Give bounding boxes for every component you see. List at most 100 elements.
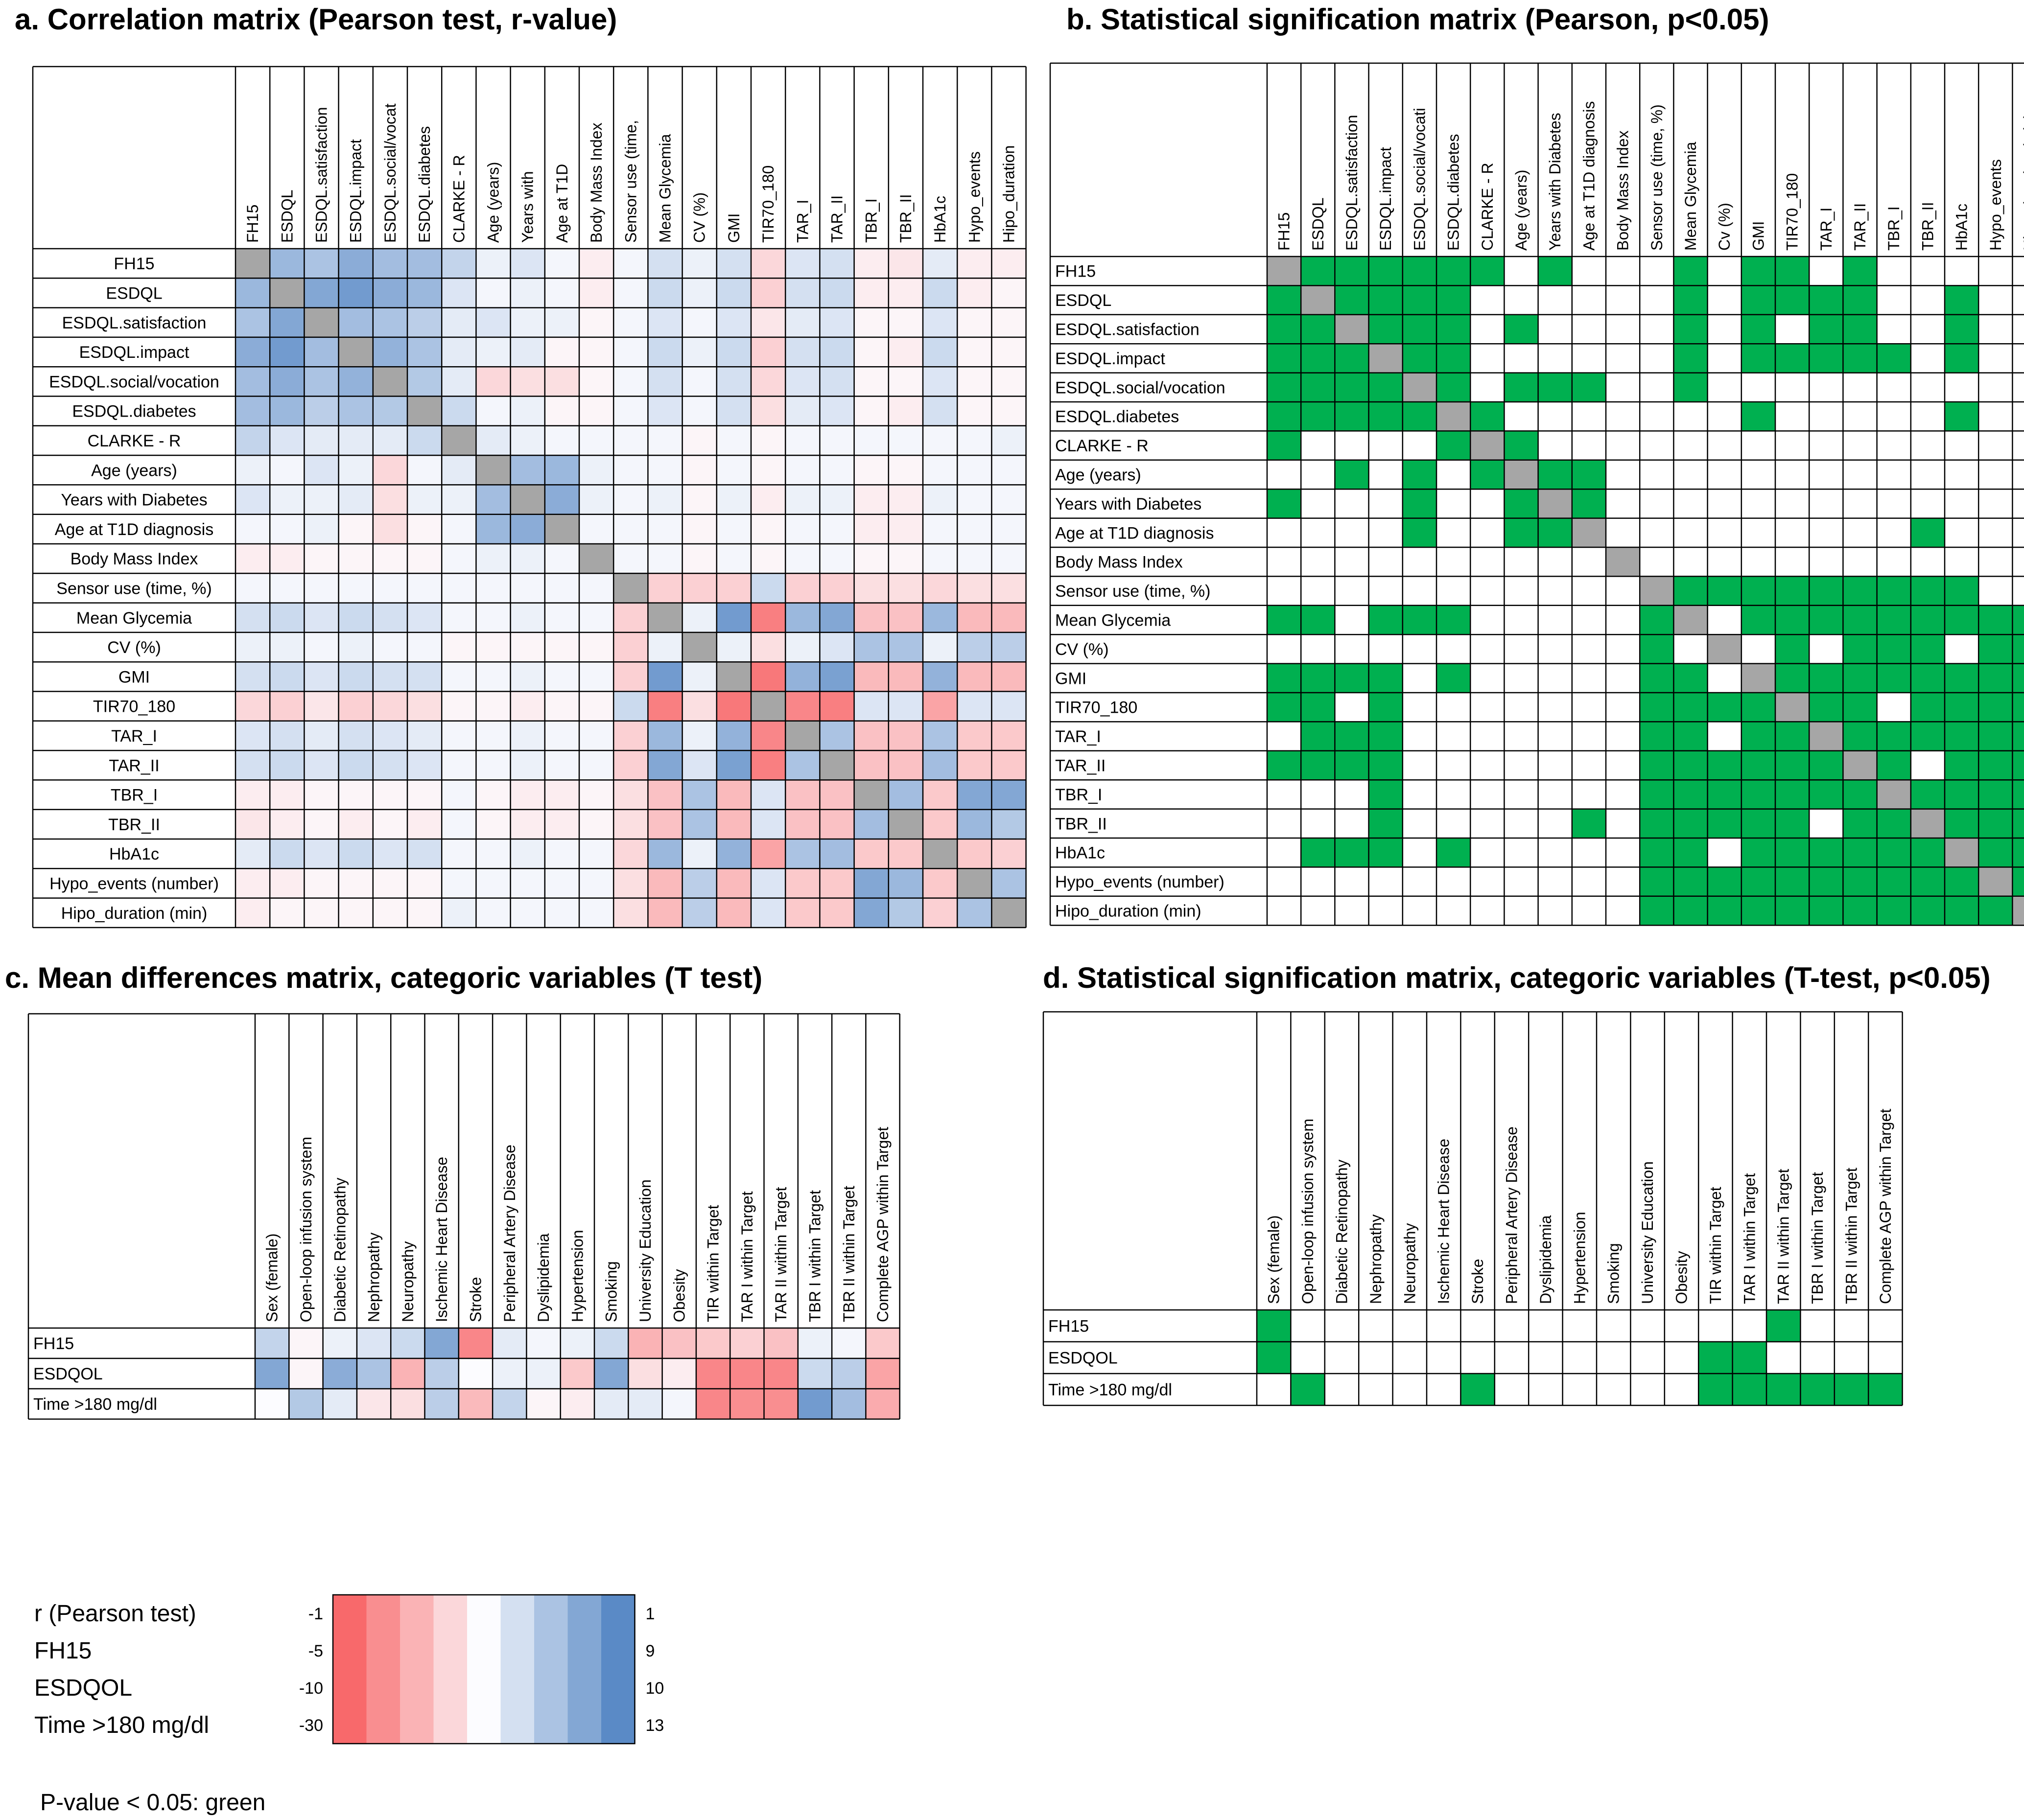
a-cell-sensor-use-time-esdql-social-vocat: [373, 573, 407, 603]
a-cell-tir70-180-body-mass-index: [579, 691, 614, 721]
a-cell-esdql-social-vocation-hba1c: [923, 367, 958, 397]
a-cell-tir70-180-esdql-social-vocat: [373, 691, 407, 721]
d-cell-esdqol-obesity: [1664, 1342, 1699, 1374]
d-cell-time-180-mg-dl-peripheral-artery-disease: [1494, 1374, 1529, 1405]
b-cell-fh15-mean-glycemia: [1673, 257, 1708, 286]
a-cell-esdql-satisfaction-gmi: [716, 307, 751, 337]
c-cell-time-180-mg-dl-hypertension: [560, 1389, 594, 1419]
a-cell-cv-age-at-t1d: [544, 632, 579, 662]
b-col-label-age-at-t1d-diagnosis: Age at T1D diagnosis: [1580, 101, 1598, 251]
b-cell-esdql-mean-glycemia: [1673, 285, 1708, 315]
b-cell-gmi-age-at-t1d-diagnosis: [1572, 663, 1606, 693]
b-row-label-tbr-i: TBR_I: [1055, 786, 1102, 804]
color-legend: r (Pearson test) -1 1 FH15 -5 9 ESDQOL -10 10 Tim…: [34, 1594, 664, 1816]
a-cell-cv-mean-glycemia: [648, 632, 683, 662]
a-cell-tbr-ii-gmi: [716, 809, 751, 839]
a-cell-tar-ii-clarke-r: [442, 750, 476, 780]
a-cell-esdql-cv: [682, 278, 717, 308]
b-cell-mean-glycemia-hipo-duration-min: [2012, 605, 2024, 635]
a-cell-hba1c-tar-i: [785, 839, 820, 869]
a-col-label-fh15: FH15: [244, 205, 261, 243]
b-cell-cv-hypo-events: [1978, 634, 2013, 664]
b-cell-tbr-i-hipo-duration-min: [2012, 780, 2024, 809]
d-col-label-tbr-ii-within-target: TBR II within Target: [1843, 1167, 1860, 1304]
c-cell-fh15-university-education: [628, 1328, 662, 1358]
a-cell-mean-glycemia-hba1c: [923, 603, 958, 632]
c-col-label-diabetic-retinopathy: Diabetic Retinopathy: [331, 1178, 349, 1322]
b-cell-age-years-esdql-diabetes: [1436, 460, 1471, 490]
a-cell-hypo-events-number-esdql: [270, 868, 305, 898]
categoric-significance-matrix: FH15 ESDQOL Time >180 mg/dl Sex (female) Ope…: [1042, 1011, 1903, 1406]
a-cell-tbr-ii-esdql-social-vocat: [373, 809, 407, 839]
a-cell-esdql-social-vocation-tir70-180: [751, 367, 786, 397]
a-cell-years-with-diabetes-esdql-social-vocat: [373, 485, 407, 514]
a-cell-tbr-ii-mean-glycemia: [648, 809, 683, 839]
a-cell-fh15-cv: [682, 249, 717, 279]
b-cell-sensor-use-time-esdql-diabetes: [1436, 576, 1471, 606]
a-cell-hipo-duration-min-fh15: [235, 898, 270, 928]
b-cell-tar-i-gmi: [1741, 722, 1775, 751]
a-cell-tir70-180-age-years: [476, 691, 511, 721]
a-cell-esdql-diabetes-esdql-satisfaction: [304, 396, 339, 426]
d-col-label-peripheral-artery-disease: Peripheral Artery Disease: [1503, 1126, 1521, 1304]
c-cell-fh15-tbr-ii-within-target: [832, 1328, 866, 1358]
b-cell-esdql-satisfaction-years-with-diabetes: [1538, 314, 1572, 344]
b-cell-clarke-r-tir70-180: [1775, 431, 1810, 460]
a-cell-tir70-180-tbr-i: [854, 691, 889, 721]
b-cell-age-at-t1d-diagnosis-sensor-use-time: [1640, 518, 1674, 547]
a-cell-hypo-events-number-tar-i: [785, 868, 820, 898]
a-cell-esdql-diabetes-mean-glycemia: [648, 396, 683, 426]
b-cell-tar-i-cv: [1707, 722, 1742, 751]
b-cell-fh15-tbr-i: [1877, 257, 1911, 286]
a-cell-fh15-sensor-use-time: [613, 249, 648, 279]
b-cell-hba1c-tbr-i: [1877, 838, 1911, 867]
a-cell-sensor-use-time-fh15: [235, 573, 270, 603]
legend-max-esdqol: 10: [646, 1679, 664, 1698]
b-cell-hipo-duration-min-years-with-diabetes: [1538, 896, 1572, 926]
a-cell-mean-glycemia-esdql-impact: [338, 603, 373, 632]
b-cell-esdql-satisfaction-tbr-i: [1877, 314, 1911, 344]
d-cell-fh15-open-loop-infusion-system: [1291, 1310, 1325, 1342]
b-cell-years-with-diabetes-esdql-impact: [1368, 489, 1403, 518]
b-cell-clarke-r-age-years: [1504, 431, 1538, 460]
a-cell-esdql-social-vocation-sensor-use-time: [613, 367, 648, 397]
a-cell-tar-ii-esdql-satisfaction: [304, 750, 339, 780]
b-cell-fh15-esdql-impact: [1368, 257, 1403, 286]
a-cell-gmi-esdql-impact: [338, 662, 373, 692]
a-cell-gmi-age-years: [476, 662, 511, 692]
b-cell-hypo-events-number-hypo-events: [1978, 867, 2013, 896]
b-cell-age-at-t1d-diagnosis-fh15: [1267, 518, 1301, 547]
b-cell-hba1c-body-mass-index: [1606, 838, 1640, 867]
a-col-label-tbr-i: TBR_I: [863, 198, 880, 243]
d-col-label-tbr-i-within-target: TBR I within Target: [1809, 1172, 1826, 1304]
b-row-label-cv: CV (%): [1055, 640, 1109, 659]
b-cell-age-years-tar-ii: [1843, 460, 1877, 490]
b-cell-years-with-diabetes-tbr-i: [1877, 489, 1911, 518]
a-cell-tbr-ii-sensor-use-time: [613, 809, 648, 839]
b-cell-body-mass-index-hypo-events: [1978, 547, 2013, 577]
b-cell-tbr-ii-tar-i: [1809, 809, 1843, 838]
b-cell-age-at-t1d-diagnosis-tir70-180: [1775, 518, 1810, 547]
b-cell-clarke-r-tar-i: [1809, 431, 1843, 460]
d-cell-time-180-mg-dl-tar-i-within-target: [1732, 1374, 1766, 1405]
a-cell-age-at-t1d-diagnosis-fh15: [235, 514, 270, 544]
a-cell-hba1c-tir70-180: [751, 839, 786, 869]
a-cell-cv-hypo-events: [957, 632, 992, 662]
a-cell-clarke-r-esdql-diabetes: [407, 425, 442, 456]
b-cell-tar-i-years-with-diabetes: [1538, 722, 1572, 751]
b-cell-hba1c-sensor-use-time: [1640, 838, 1674, 867]
a-cell-clarke-r-tar-i: [785, 425, 820, 456]
c-cell-time-180-mg-dl-complete-agp-within-target: [866, 1389, 900, 1419]
a-cell-esdql-satisfaction-esdql-diabetes: [407, 307, 442, 337]
b-cell-tbr-i-cv: [1707, 780, 1742, 809]
a-cell-sensor-use-time-tir70-180: [751, 573, 786, 603]
b-cell-age-years-mean-glycemia: [1673, 460, 1708, 490]
a-cell-tir70-180-hipo-duration: [991, 691, 1026, 721]
b-cell-tar-i-body-mass-index: [1606, 722, 1640, 751]
a-cell-gmi-cv: [682, 662, 717, 692]
b-cell-esdql-social-vocation-esdql: [1301, 373, 1335, 402]
b-cell-clarke-r-tbr-ii: [1910, 431, 1945, 460]
d-cell-esdqol-open-loop-infusion-system: [1291, 1342, 1325, 1374]
b-cell-tir70-180-esdql-diabetes: [1436, 693, 1471, 722]
d-col-label-university-education: University Education: [1639, 1161, 1656, 1304]
